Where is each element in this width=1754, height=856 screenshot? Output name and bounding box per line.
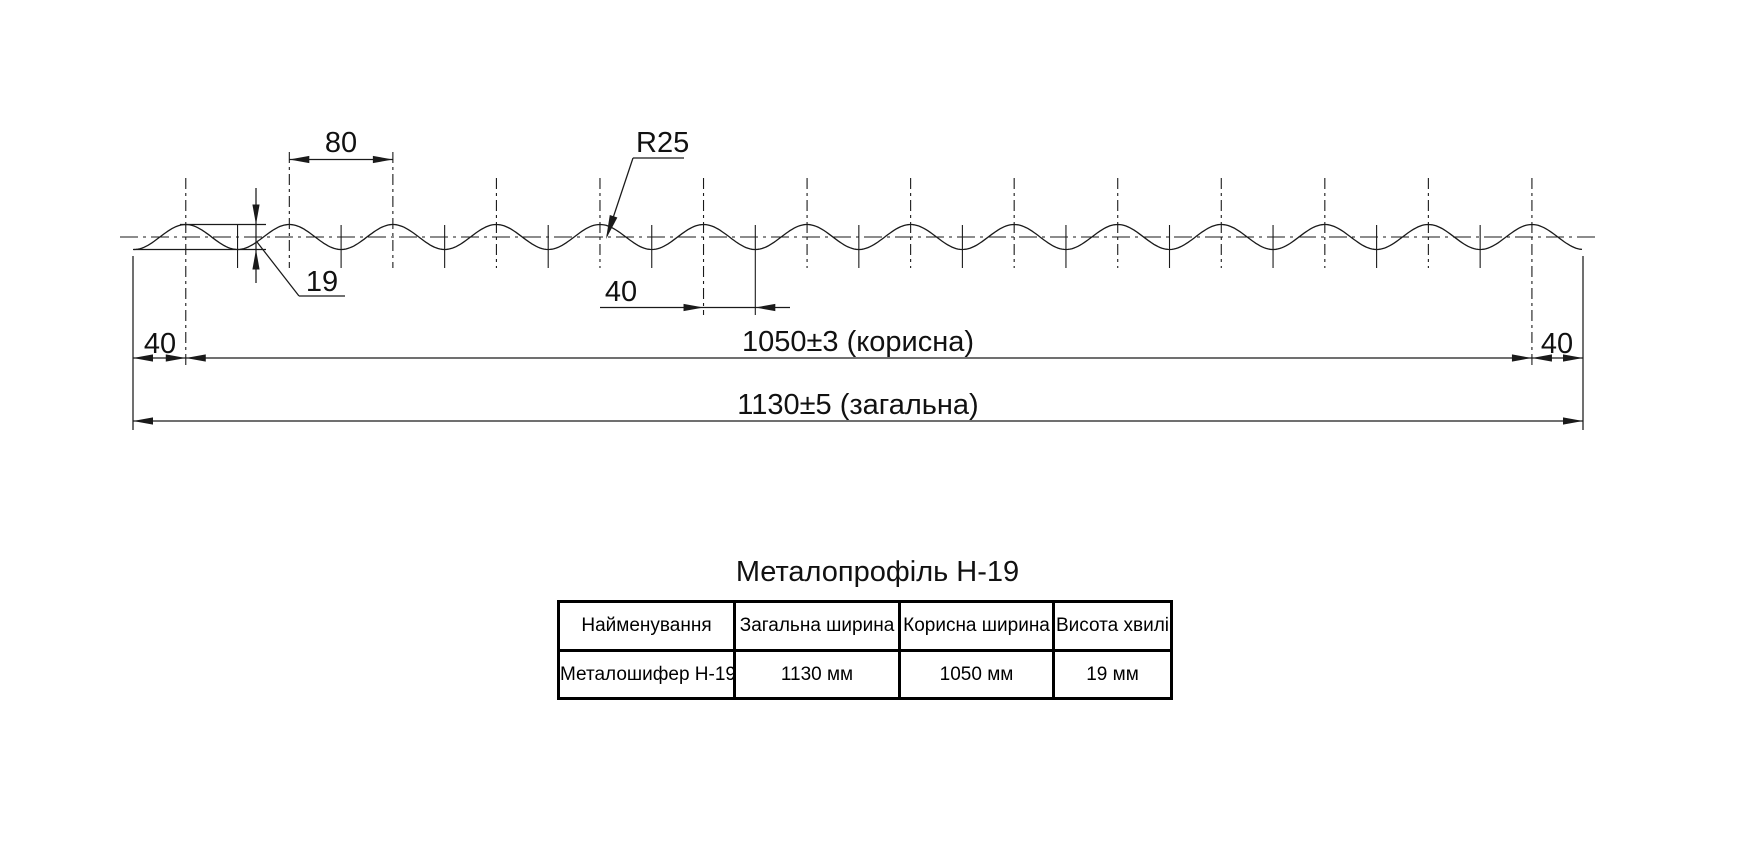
dimension-arrow <box>372 155 393 164</box>
dimension-arrow <box>1563 417 1583 425</box>
table-row: Металошифер Н-19 1130 мм 1050 мм 19 мм <box>557 649 1173 700</box>
header-useful-width: Корисна ширина <box>898 600 1055 652</box>
dimension-arrow <box>289 155 310 164</box>
cell-wave-height: 19 мм <box>1052 649 1173 700</box>
dim-overall-width-label: 1130±5 (загальна) <box>737 389 978 421</box>
spec-table: Найменування Загальна ширина Корисна шир… <box>557 600 1173 700</box>
dimension-arrow <box>185 354 206 362</box>
dimension-arrow <box>1511 354 1532 362</box>
table-title: Металопрофіль Н-19 <box>735 556 1020 588</box>
wave-profile <box>133 223 1583 251</box>
dim-useful-width-label: 1050±3 (корисна) <box>742 326 974 358</box>
crest-centerline-ticks <box>185 152 1533 366</box>
dimension-lines <box>132 155 1584 430</box>
cell-overall-width: 1130 мм <box>733 649 901 700</box>
dimension-arrow <box>755 303 776 312</box>
dim-40-left-label: 40 <box>144 328 176 360</box>
dim-19-label: 19 <box>306 266 338 298</box>
dim-40-right-label: 40 <box>1541 328 1573 360</box>
wave-profile-path <box>133 223 1583 251</box>
dim-80-label: 80 <box>325 127 357 159</box>
header-wave-height: Висота хвилі <box>1052 600 1173 652</box>
cell-product-name: Металошифер Н-19 <box>557 649 736 700</box>
spec-section: Металопрофіль Н-19 Найменування Загальна… <box>557 556 1173 700</box>
dimension-arrow <box>252 249 260 270</box>
header-overall-width: Загальна ширина <box>733 600 901 652</box>
dimension-arrow <box>133 354 153 362</box>
dimension-arrow <box>1563 354 1583 362</box>
dim-r25-label: R25 <box>636 127 689 159</box>
trough-ticks <box>237 225 1481 315</box>
header-name: Найменування <box>557 600 736 652</box>
dimension-arrow <box>133 417 153 425</box>
dimension-arrow <box>683 303 704 312</box>
r25-leader-arrow <box>606 214 618 239</box>
dimension-arrow <box>1531 354 1552 362</box>
dim-19-leader-line <box>256 241 300 297</box>
dim-40-mid-label: 40 <box>605 276 637 308</box>
table-header-row: Найменування Загальна ширина Корисна шир… <box>557 600 1173 652</box>
cell-useful-width: 1050 мм <box>898 649 1055 700</box>
dimension-arrow <box>252 204 260 225</box>
dimension-arrow <box>165 354 186 362</box>
